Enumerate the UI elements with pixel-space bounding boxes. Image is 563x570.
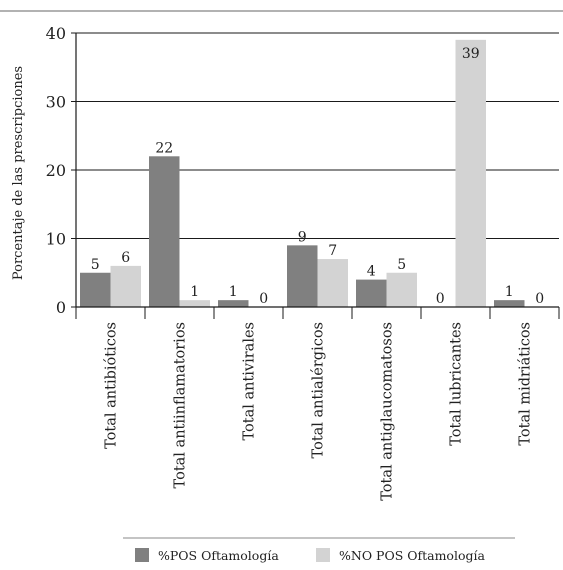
legend: %POS Oftamología %NO POS Oftamología (135, 548, 485, 563)
bar (287, 245, 318, 307)
legend-label: %POS Oftamología (158, 548, 279, 563)
y-tick-label: 10 (46, 230, 66, 249)
bar (356, 279, 387, 307)
bar (317, 259, 348, 307)
data-label: 5 (91, 257, 100, 273)
bar (494, 300, 525, 307)
data-label: 1 (190, 284, 199, 300)
data-label: 5 (397, 257, 406, 273)
bar (455, 39, 486, 307)
category-labels: Total antibióticos Total antiinflamatorio… (104, 322, 534, 501)
data-label: 0 (259, 291, 268, 307)
data-label: 6 (121, 250, 130, 266)
y-tick-label: 20 (46, 161, 66, 180)
data-label: 0 (436, 291, 445, 307)
data-label: 4 (367, 264, 376, 280)
bar (179, 300, 210, 307)
category-label: Total midriáticos (518, 322, 534, 446)
grid-lines (76, 32, 559, 239)
category-label: Total antivirales (242, 322, 258, 441)
y-tick-label: 30 (46, 93, 66, 112)
data-label: 7 (328, 243, 337, 259)
bar (110, 265, 141, 307)
legend-swatch (316, 548, 330, 562)
y-tick-labels: 0 10 20 30 40 (46, 24, 66, 317)
bars (80, 39, 525, 307)
category-label: Total lubricantes (449, 322, 465, 446)
bar (218, 300, 249, 307)
axes (71, 32, 560, 319)
category-label: Total antialérgicos (311, 322, 327, 458)
data-label: 1 (229, 284, 238, 300)
bar (386, 272, 417, 307)
category-label: Total antiglaucomatosos (380, 322, 396, 501)
data-label: 1 (505, 284, 514, 300)
data-label: 9 (298, 229, 307, 245)
y-tick-label: 0 (56, 298, 66, 317)
bar (80, 272, 111, 307)
category-label: Total antibióticos (104, 322, 120, 449)
legend-label: %NO POS Oftamología (339, 548, 485, 563)
y-tick-label: 40 (46, 24, 66, 43)
data-label: 0 (535, 291, 544, 307)
data-label: 22 (155, 140, 173, 156)
data-label: 39 (462, 46, 480, 62)
y-axis-label: Porcentaje de las prescripciones (11, 66, 26, 280)
bar (149, 156, 180, 307)
category-label: Total antiinflamatorios (173, 322, 189, 488)
legend-swatch (135, 548, 149, 562)
